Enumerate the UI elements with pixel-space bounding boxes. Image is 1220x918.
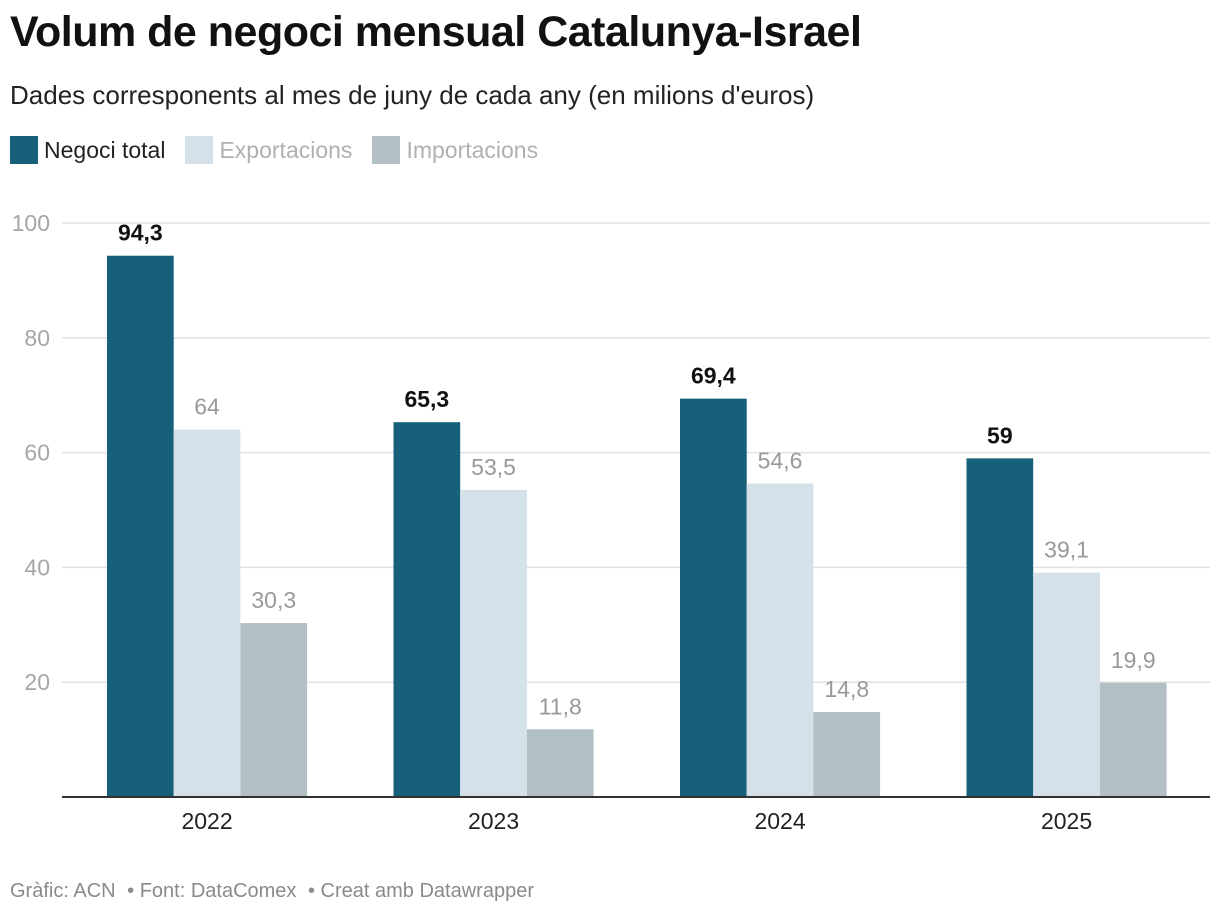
data-label: 30,3 <box>251 587 296 613</box>
data-label: 59 <box>987 422 1013 448</box>
x-tick-label: 2023 <box>468 808 519 834</box>
legend-label-importacions: Importacions <box>406 136 539 163</box>
bar-importacions-2023 <box>526 729 594 797</box>
data-label: 39,1 <box>1044 537 1089 563</box>
y-tick-label: 100 <box>12 210 50 236</box>
legend-item-importacions[interactable]: Importacions <box>372 136 538 164</box>
footer-credit: Gràfic: ACN <box>10 880 116 902</box>
data-label: 54,6 <box>758 448 803 474</box>
bar-negoci-total-2025 <box>966 458 1034 797</box>
x-tick-label: 2025 <box>1041 808 1092 834</box>
bar-importacions-2024 <box>813 712 881 797</box>
legend-swatch-exportacions <box>185 136 214 164</box>
legend-label-exportacions: Exportacions <box>219 136 353 163</box>
bar-exportacions-2024 <box>746 483 814 797</box>
bar-importacions-2022 <box>240 623 308 797</box>
y-tick-label: 80 <box>24 325 50 351</box>
data-label: 94,3 <box>118 220 163 246</box>
bar-negoci-total-2024 <box>680 398 747 797</box>
data-label: 14,8 <box>824 676 869 702</box>
legend-swatch-importacions <box>372 136 401 164</box>
y-tick-label: 20 <box>24 669 50 695</box>
footer: Gràfic: ACN • Font: DataComex • Creat am… <box>10 880 540 903</box>
bar-exportacions-2023 <box>460 489 527 797</box>
legend-label-negoci-total: Negoci total <box>44 136 166 163</box>
legend-swatch-negoci-total <box>10 136 38 164</box>
legend-item-exportacions[interactable]: Exportacions <box>185 136 352 164</box>
bar-negoci-total-2023 <box>393 422 461 797</box>
y-tick-label: 60 <box>24 440 50 466</box>
bar-negoci-total-2022 <box>107 255 174 797</box>
bar-exportacions-2022 <box>173 429 241 797</box>
legend-item-negoci-total[interactable]: Negoci total <box>10 136 165 164</box>
bar-importacions-2025 <box>1099 682 1167 797</box>
data-label: 64 <box>194 394 220 420</box>
x-tick-label: 2022 <box>181 808 232 834</box>
legend: Negoci total Exportacions Importacions <box>10 136 558 164</box>
data-label: 53,5 <box>471 454 516 480</box>
bar-exportacions-2025 <box>1033 572 1100 797</box>
data-label: 65,3 <box>404 386 449 412</box>
footer-source[interactable]: • Font: DataComex <box>127 880 297 902</box>
x-tick-label: 2024 <box>754 808 805 834</box>
y-tick-label: 40 <box>24 554 50 580</box>
chart-subtitle: Dades corresponents al mes de juny de ca… <box>10 80 815 110</box>
data-label: 69,4 <box>691 363 736 389</box>
data-label: 11,8 <box>539 693 582 719</box>
footer-tool[interactable]: • Creat amb Datawrapper <box>308 880 534 902</box>
data-label: 19,9 <box>1111 647 1156 673</box>
chart-title: Volum de negoci mensual Catalunya-Israel <box>10 8 862 56</box>
